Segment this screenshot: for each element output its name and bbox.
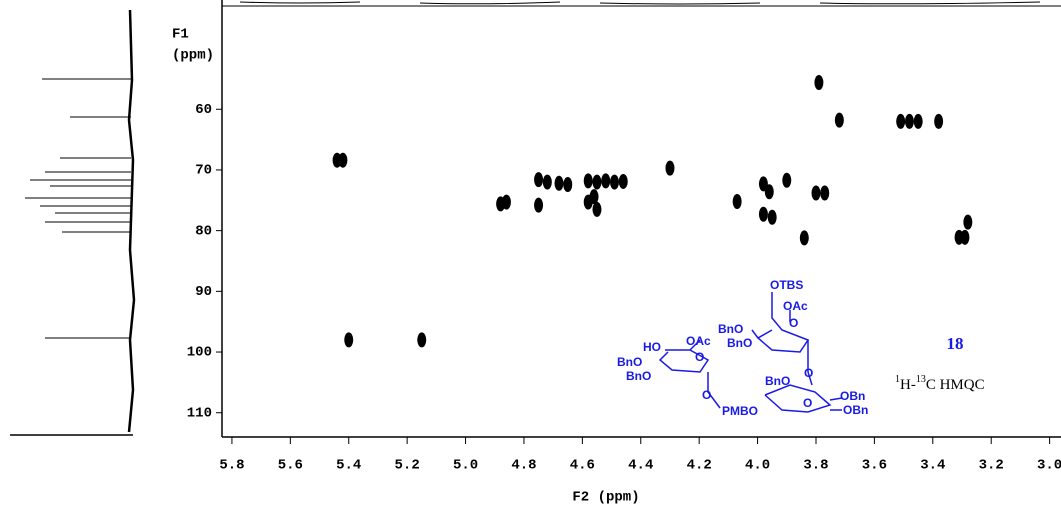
cross-peak — [732, 194, 742, 210]
x-tick-label: 3.4 — [920, 458, 945, 474]
cross-peak — [618, 173, 628, 189]
cross-peak — [782, 172, 792, 188]
x-tick-label: 3.2 — [979, 458, 1004, 474]
cross-peak — [601, 173, 611, 189]
structure-label: OAc — [783, 299, 808, 313]
cross-peak — [554, 175, 564, 191]
y-title: F1 — [172, 27, 189, 43]
cross-peak — [896, 113, 906, 129]
structure-label: OTBS — [770, 278, 803, 292]
x-tick-label: 5.0 — [453, 458, 478, 474]
structure-label: O — [695, 350, 704, 364]
y-tick-label: 60 — [195, 102, 212, 118]
cross-peak — [764, 184, 774, 200]
cross-peak — [417, 332, 427, 348]
cross-peak — [758, 176, 768, 192]
cross-peak — [954, 229, 964, 245]
x-tick-label: 5.4 — [336, 458, 361, 474]
cross-peak — [814, 75, 824, 91]
structure-label: OBn — [840, 389, 865, 403]
structure-label: HO — [643, 340, 661, 354]
cross-peak — [501, 194, 511, 210]
cross-peak — [913, 113, 923, 129]
x-tick-label: 4.0 — [745, 458, 770, 474]
x-tick-label: 4.6 — [570, 458, 595, 474]
structure-label: BnO — [765, 374, 790, 388]
x-tick-label: 3.8 — [803, 458, 828, 474]
cross-peak — [583, 173, 593, 189]
cross-peak — [904, 113, 914, 129]
cross-peak — [542, 174, 552, 190]
structure-label: BnO — [626, 369, 651, 383]
cross-peak — [820, 185, 830, 201]
x-tick-label: 4.2 — [687, 458, 712, 474]
cross-peak — [592, 174, 602, 190]
structure-label: BnO — [718, 322, 743, 336]
cross-peak — [963, 214, 973, 230]
cross-peak — [799, 230, 809, 246]
x-tick-label: 5.2 — [395, 458, 420, 474]
f2-projection — [222, 1, 1061, 7]
cross-peak — [534, 172, 544, 188]
x-tick-label: 3.6 — [862, 458, 887, 474]
cross-peak — [934, 113, 944, 129]
structure-label: PMBO — [722, 404, 758, 418]
structure-label: O — [804, 366, 813, 380]
cross-peak — [767, 209, 777, 225]
cross-peak — [344, 332, 354, 348]
text: H- — [900, 377, 916, 393]
f1-projection — [10, 9, 136, 436]
y-tick-label: 90 — [195, 284, 212, 300]
x-title: F2 (ppm) — [572, 490, 639, 506]
superscript: 13 — [916, 374, 926, 385]
structure-label: BnO — [617, 355, 642, 369]
structure-label: O — [803, 396, 812, 410]
structure — [658, 292, 843, 413]
experiment-label: 1H-13C HMQC — [895, 374, 985, 393]
cross-peak — [563, 177, 573, 193]
text: C HMQC — [926, 377, 985, 393]
x-tick-label: 5.8 — [219, 458, 244, 474]
cross-peak — [534, 197, 544, 213]
x-tick-label: 4.8 — [511, 458, 536, 474]
structure-label: OBn — [843, 403, 868, 417]
structure-label: OAc — [686, 334, 711, 348]
superscript: 1 — [895, 374, 900, 385]
y-tick-label: 70 — [195, 163, 212, 179]
cross-peak — [834, 112, 844, 128]
y-tick-label: 110 — [187, 405, 212, 421]
cross-peak — [665, 160, 675, 176]
cross-peak — [338, 152, 348, 168]
structure-label: BnO — [727, 336, 752, 350]
y-tick-label: 80 — [195, 223, 212, 239]
structure-label: O — [789, 316, 798, 330]
cross-peak — [592, 201, 602, 217]
x-tick-label: 3.0 — [1037, 458, 1061, 474]
x-tick-label: 4.4 — [628, 458, 653, 474]
x-tick-label: 5.6 — [278, 458, 303, 474]
compound-number: 18 — [947, 334, 964, 353]
cross-peak — [609, 174, 619, 190]
cross-peak — [811, 185, 821, 201]
y-title: (ppm) — [172, 48, 214, 64]
cross-peak — [758, 206, 768, 222]
structure-label: O — [702, 388, 711, 402]
y-tick-label: 100 — [187, 345, 212, 361]
cross-peak — [589, 189, 599, 205]
